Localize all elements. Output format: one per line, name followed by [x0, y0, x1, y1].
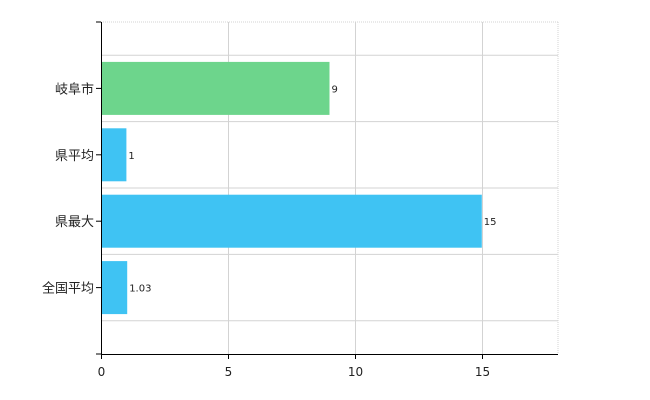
category-label: 全国平均	[42, 281, 94, 297]
x-tick-label: 15	[475, 365, 490, 379]
category-label: 県最大	[55, 215, 94, 230]
bars	[101, 61, 482, 315]
bar	[101, 194, 482, 248]
bar-value-label: 15	[484, 217, 497, 228]
x-tick-label: 5	[225, 365, 233, 379]
x-tick-label: 10	[348, 365, 363, 379]
bar-value-label: 9	[332, 84, 338, 95]
bar	[101, 61, 330, 115]
bar-value-label: 1	[128, 151, 134, 162]
category-label: 岐阜市	[55, 81, 94, 97]
bar	[101, 261, 128, 315]
bar-value-label: 1.03	[129, 284, 151, 295]
axes	[96, 21, 558, 359]
category-label: 県平均	[55, 149, 94, 164]
bar	[101, 128, 127, 182]
labels: 9 岐阜市 1 県平均 15 県最大 1.03 全国平均 0 5 10 15	[42, 81, 497, 379]
x-tick-label: 0	[98, 365, 106, 379]
